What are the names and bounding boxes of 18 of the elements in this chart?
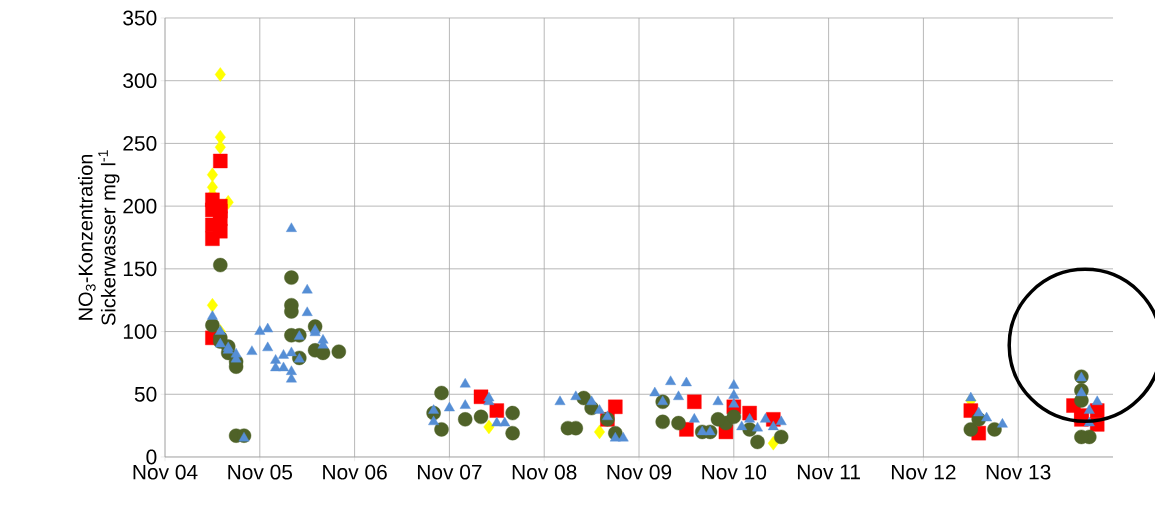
x-tick-label: Nov 05 — [228, 464, 293, 480]
x-tick-label: Nov 12 — [891, 464, 956, 480]
y-tick-label: 0 — [146, 449, 157, 465]
x-tick-label: Nov 11 — [797, 464, 860, 480]
x-tick-label: Nov 10 — [702, 464, 767, 480]
y-tick-label: 250 — [123, 136, 157, 151]
x-tick-label: Nov 07 — [417, 464, 482, 480]
y-tick-label: 150 — [123, 261, 157, 277]
y-tick-label: 350 — [123, 10, 157, 26]
y-tick-label: 200 — [123, 198, 157, 214]
x-tick-label: Nov 09 — [607, 464, 672, 480]
x-tick-label: Nov 04 — [133, 464, 198, 480]
x-tick-label: Nov 06 — [323, 464, 387, 480]
y-tick-label: 50 — [134, 386, 157, 402]
y-tick-label: 100 — [123, 324, 157, 339]
x-tick-label: Nov 08 — [512, 464, 577, 480]
y-tick-label: 300 — [123, 73, 157, 89]
x-tick-label: Nov 13 — [986, 464, 1051, 480]
